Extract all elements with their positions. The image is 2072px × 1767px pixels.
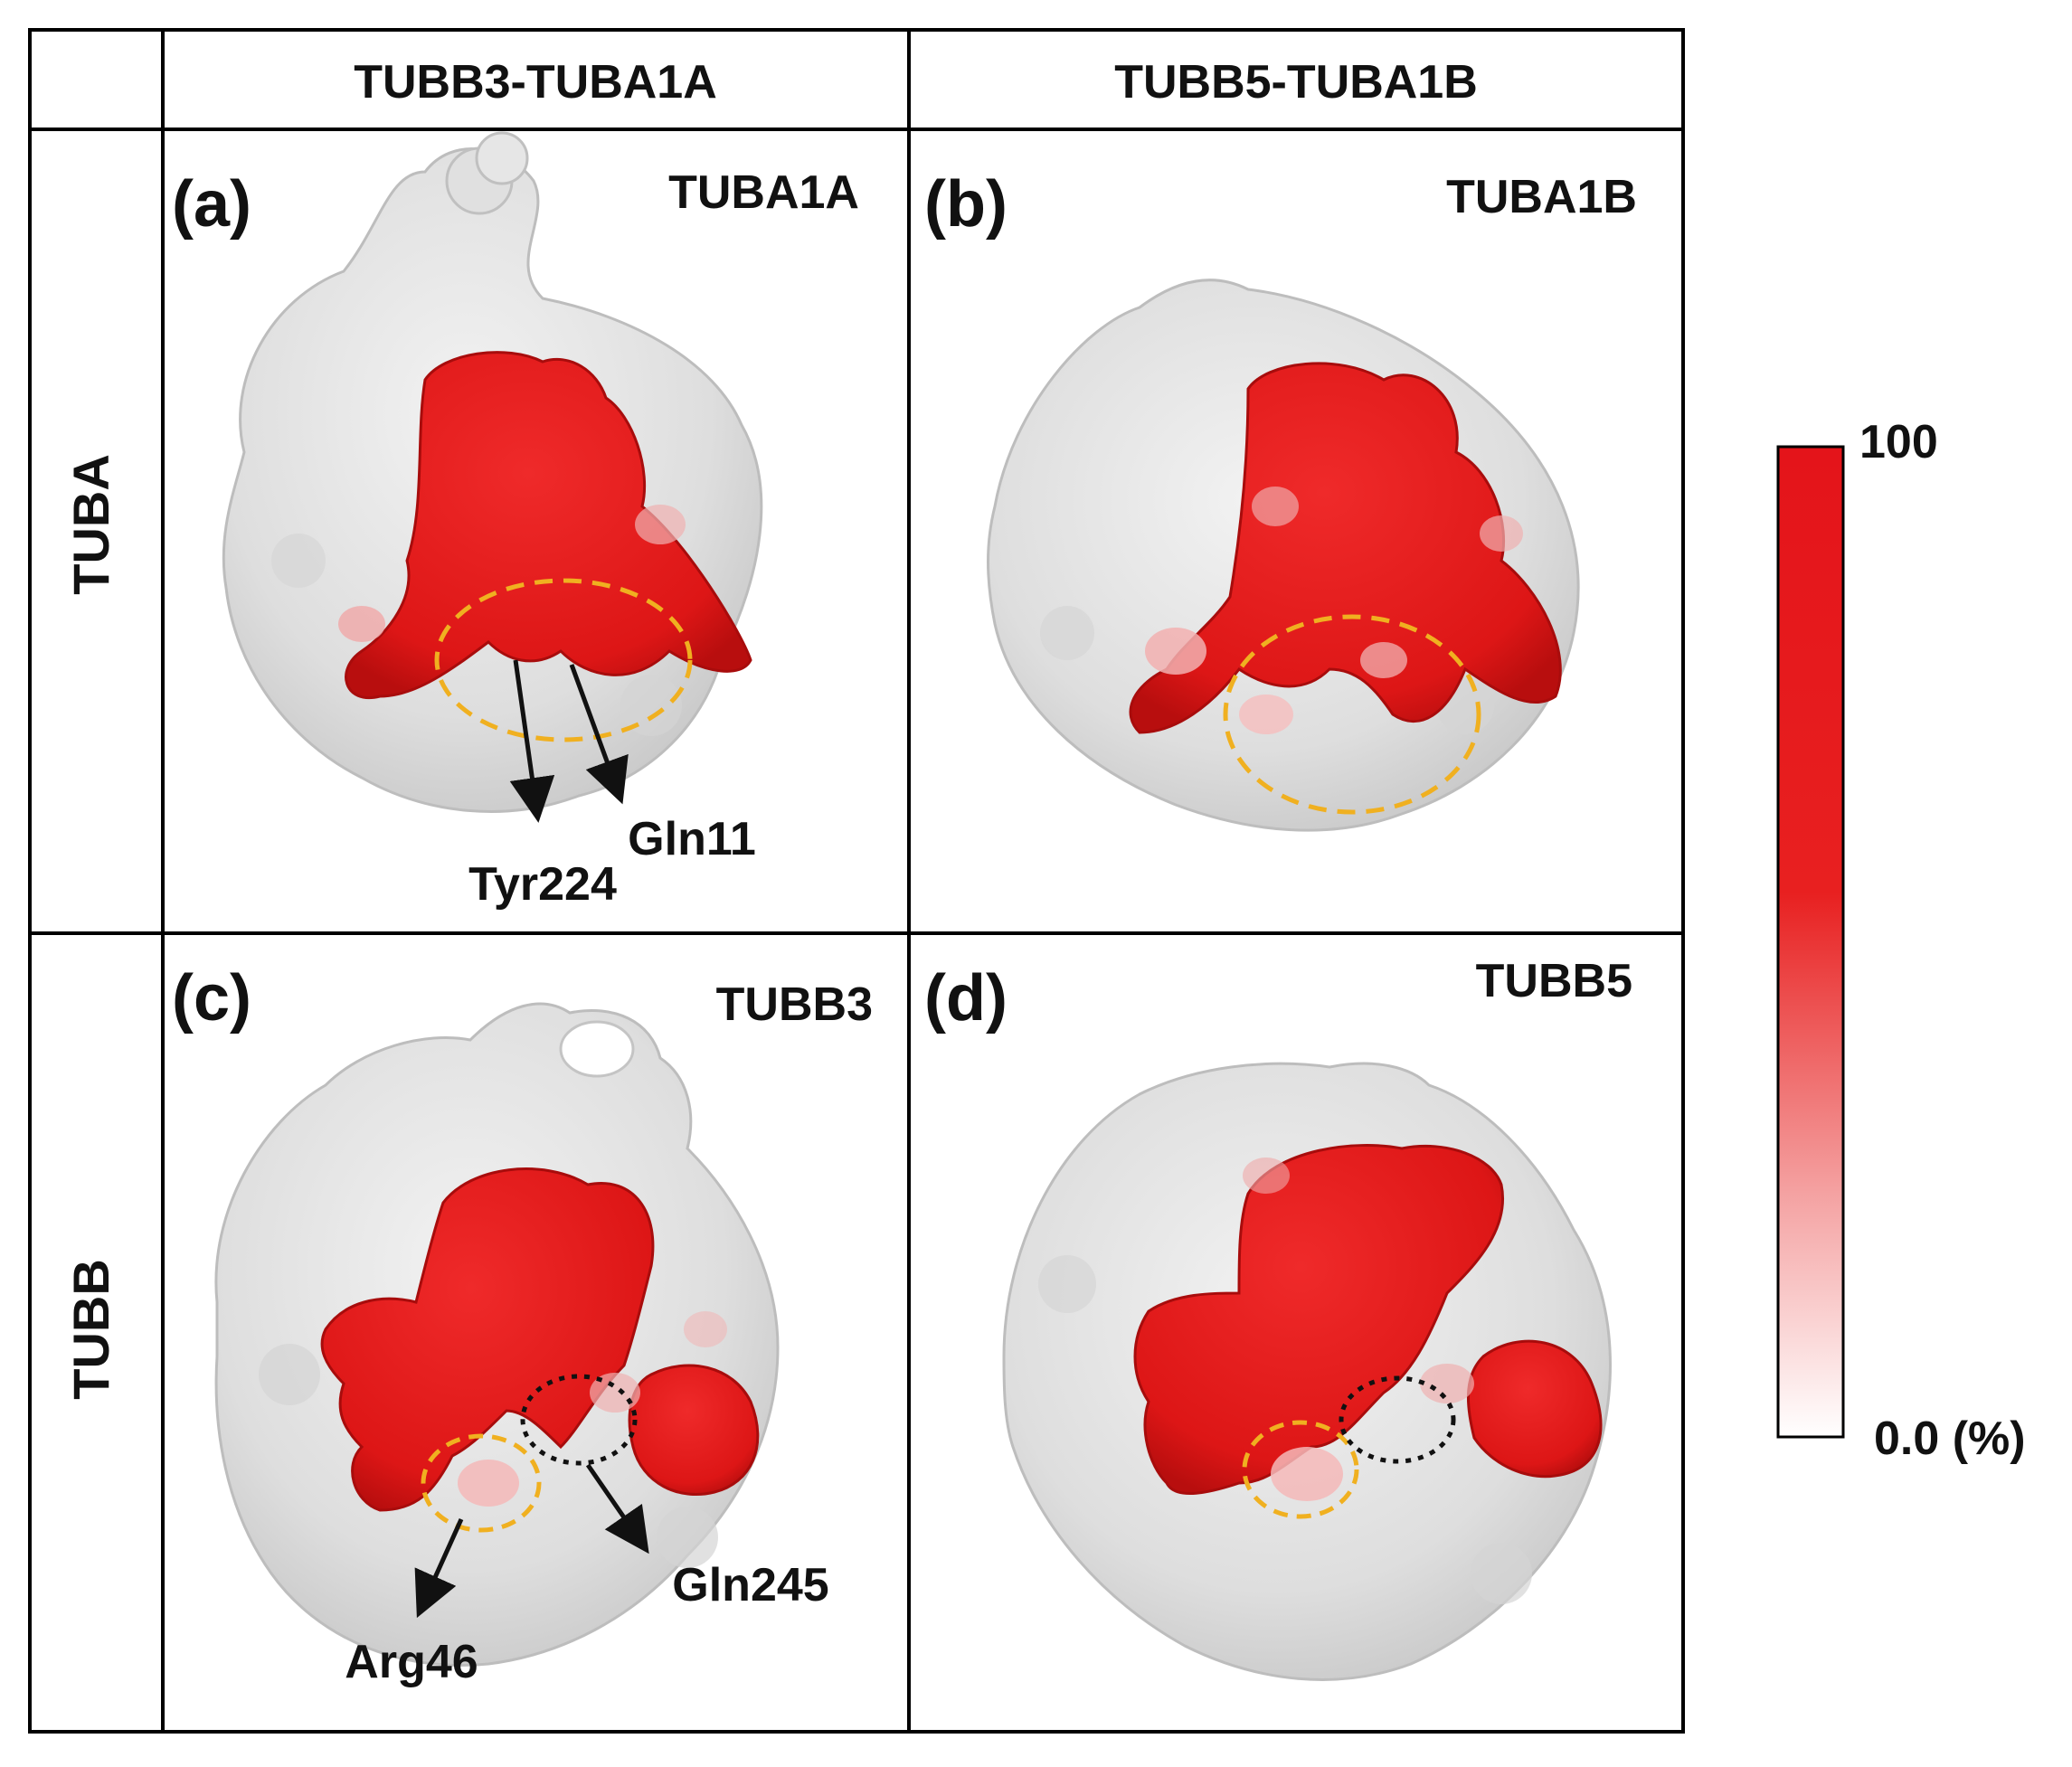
panel-title-d: TUBB5 (1476, 955, 1632, 1007)
row-header-tuba: TUBA (62, 454, 119, 595)
colorbar-min-label: 0.0 (%) (1874, 1413, 2026, 1465)
panel-letter-c: (c) (172, 962, 251, 1035)
grid-table (28, 28, 1685, 1734)
residue-label-tyr224: Tyr224 (468, 858, 617, 911)
arrow-tyr224 (509, 659, 555, 823)
panel-b: (b) TUBA1B (924, 168, 1637, 832)
contact-region-b (1129, 362, 1562, 734)
colorbar-max-label: 100 (1859, 416, 1938, 468)
panel-letter-d: (d) (924, 962, 1008, 1035)
highlight-ring-d (1242, 1420, 1359, 1519)
second-ring-d (1339, 1375, 1456, 1464)
panel-letter-b: (b) (924, 168, 1008, 241)
col-header-2: TUBB5-TUBA1B (1114, 56, 1478, 109)
colorbar-gradient (1776, 445, 1845, 1439)
panel-title-c: TUBB3 (716, 978, 873, 1031)
highlight-ring-b (1223, 614, 1481, 815)
arrow-gln11 (569, 664, 629, 805)
second-ring-c (520, 1374, 638, 1466)
arrow-arg46 (414, 1517, 464, 1619)
colorbar: 100 0.0 (%) (1776, 416, 2026, 1465)
contact-region-c (320, 1167, 760, 1512)
panel-letter-a: (a) (172, 168, 251, 241)
contact-region-a (338, 351, 752, 700)
residue-label-arg46: Arg46 (345, 1636, 478, 1688)
contact-region-d (1133, 1144, 1603, 1501)
row-header-tubb: TUBB (62, 1259, 119, 1400)
residue-label-gln245: Gln245 (672, 1559, 828, 1611)
panel-title-a: TUBA1A (668, 166, 859, 219)
highlight-ring-c (421, 1433, 542, 1533)
panel-d: (d) TUBB5 (924, 955, 1632, 1681)
arrow-gln245 (585, 1463, 649, 1554)
col-header-1: TUBB3-TUBA1A (354, 56, 717, 109)
highlight-ring-a (434, 578, 693, 742)
residue-label-gln11: Gln11 (628, 813, 756, 865)
panel-a: (a) TUBA1A Tyr224 Gln11 (172, 131, 859, 911)
panel-c: (c) TUBB3 Arg46 Gln245 (172, 962, 873, 1688)
panel-title-b: TUBA1B (1446, 171, 1637, 223)
